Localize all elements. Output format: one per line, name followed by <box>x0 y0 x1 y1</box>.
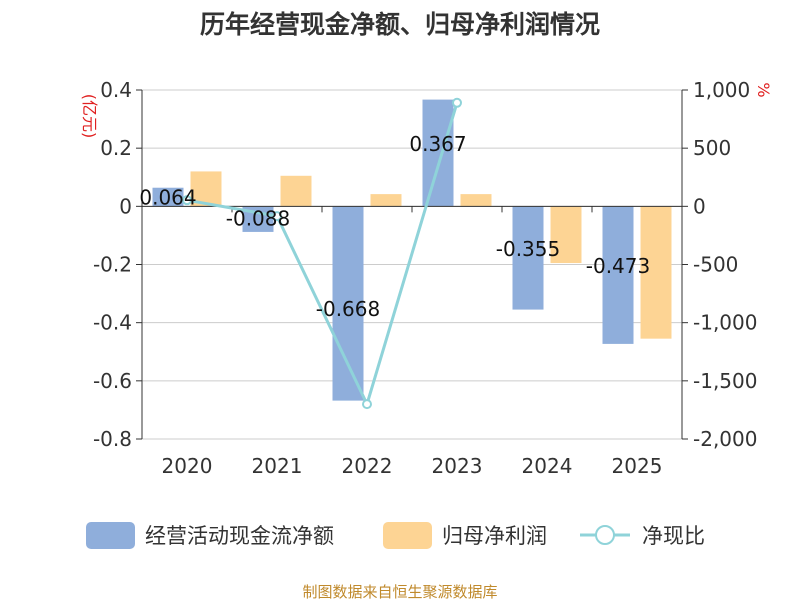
y-right-tick-label: -500 <box>693 253 738 277</box>
data-label: -0.668 <box>316 297 380 321</box>
bar-net-profit-2023 <box>460 194 492 207</box>
bar-operating-cash-flow-2020 <box>152 187 184 207</box>
data-label: 0.367 <box>409 132 466 156</box>
legend-label: 归母净利润 <box>442 524 547 548</box>
y-right-tick-label: -1,000 <box>693 311 757 335</box>
data-label: -0.473 <box>586 254 650 278</box>
axes: 0.4 0.2 0 -0.2 -0.4 -0.6 -0.8 1,000 500 0 -500 -1,0… <box>80 78 773 478</box>
y-right-tick-label: 0 <box>693 194 706 218</box>
bar-operating-cash-flow-2025 <box>602 206 634 344</box>
y-right-tick-label: -1,500 <box>693 369 757 393</box>
point-net-cash-ratio-2022 <box>362 399 372 410</box>
point-net-cash-ratio-2023 <box>452 97 462 108</box>
bar-net-profit-2024 <box>550 206 582 264</box>
x-tick-label: 2023 <box>432 454 483 478</box>
legend-item-1[interactable]: 归母净利润 <box>383 522 547 549</box>
bar-net-profit-2025 <box>640 206 672 339</box>
legend-swatch <box>383 522 432 549</box>
legend[interactable]: 经营活动现金流净额 归母净利润 净现比 <box>86 522 705 549</box>
y-right-tick-label: 500 <box>693 136 731 160</box>
bar-operating-cash-flow-2023 <box>422 99 454 207</box>
point-net-cash-ratio-2021 <box>272 211 282 222</box>
data-label: -0.088 <box>226 206 290 230</box>
source-note: 制图数据来自恒生聚源数据库 <box>302 583 497 600</box>
data-label: -0.355 <box>496 237 560 261</box>
x-tick-label: 2020 <box>162 454 213 478</box>
y-left-tick-label: 0.2 <box>100 136 132 160</box>
point-net-cash-ratio-2020 <box>182 195 192 206</box>
bar-operating-cash-flow-2024 <box>512 206 544 310</box>
legend-label: 经营活动现金流净额 <box>145 524 334 548</box>
y-left-tick-label: -0.2 <box>93 253 132 277</box>
x-tick-label: 2025 <box>612 454 663 478</box>
chart-title: 历年经营现金净额、归母净利润情况 <box>200 10 600 39</box>
legend-swatch <box>86 522 135 549</box>
bar-series <box>152 99 672 401</box>
y-right-unit: % <box>754 82 773 97</box>
data-labels: 0.064 -0.088 -0.668 0.367 -0.355 -0.473 <box>139 132 650 321</box>
line-series <box>182 97 462 410</box>
x-tick-label: 2022 <box>342 454 393 478</box>
bar-net-profit-2021 <box>280 175 312 207</box>
line-net-cash-ratio <box>186 102 459 409</box>
bar-operating-cash-flow-2022 <box>332 206 364 401</box>
y-left-unit: (亿元) <box>80 94 99 139</box>
bar-net-profit-2022 <box>370 194 402 207</box>
y-left-tick-label: 0.4 <box>100 78 132 102</box>
x-tick-label: 2024 <box>522 454 573 478</box>
y-right-tick-label: 1,000 <box>693 78 750 102</box>
legend-item-2[interactable]: 净现比 <box>580 524 705 548</box>
y-left-tick-label: -0.4 <box>93 311 132 335</box>
y-left-tick-label: -0.6 <box>93 369 132 393</box>
legend-item-0[interactable]: 经营活动现金流净额 <box>86 522 334 549</box>
legend-label: 净现比 <box>642 524 705 548</box>
legend-marker <box>595 525 615 545</box>
y-left-tick-label: 0 <box>119 194 132 218</box>
data-label: 0.064 <box>139 185 196 209</box>
y-right-tick-label: -2,000 <box>693 427 757 451</box>
x-tick-label: 2021 <box>252 454 303 478</box>
y-left-tick-label: -0.8 <box>93 427 132 451</box>
